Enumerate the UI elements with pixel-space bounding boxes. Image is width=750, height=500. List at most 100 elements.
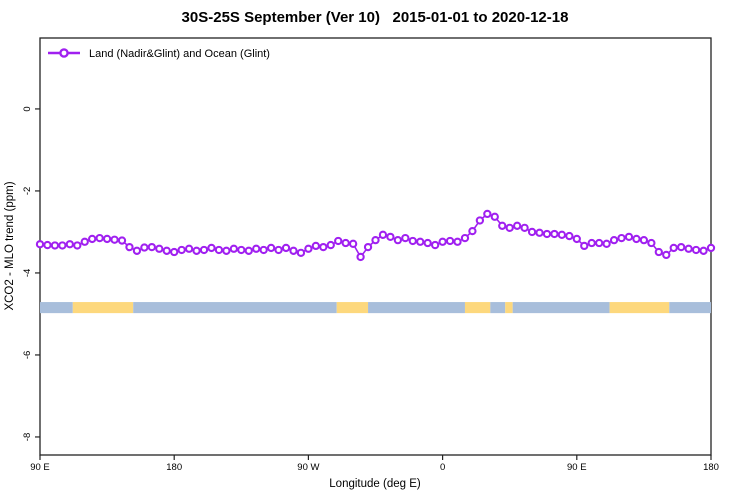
data-point (274, 245, 283, 255)
data-point (684, 244, 693, 253)
y-tick-label: -6 (22, 351, 33, 359)
x-axis-label: Longitude (deg E) (329, 478, 421, 490)
data-series (35, 209, 716, 262)
data-point (527, 227, 537, 237)
data-point (416, 237, 425, 246)
x-tick-label: 0 (440, 462, 445, 473)
data-point (647, 238, 656, 248)
data-point (73, 241, 82, 250)
data-point (386, 232, 395, 242)
data-point (304, 244, 313, 253)
band-segment-land (336, 302, 369, 314)
data-point (706, 243, 716, 253)
data-point (408, 236, 417, 246)
data-point (542, 229, 552, 239)
data-point (162, 246, 171, 255)
band-segment-ocean (368, 302, 465, 314)
data-point (147, 242, 156, 252)
data-point (132, 246, 142, 255)
axis-ticks: 90 E 180 90 W 0 90 E 180 0 -2 -4 -6 -8 (22, 106, 719, 473)
y-axis-label: XCO2 - MLO trend (ppm) (4, 181, 16, 310)
data-point (184, 244, 194, 253)
x-tick-label: 180 (703, 462, 719, 473)
data-point (65, 240, 74, 249)
data-point (348, 239, 358, 248)
data-point (80, 237, 89, 246)
data-point (460, 233, 470, 243)
data-point (199, 245, 209, 255)
band-segment-ocean (40, 302, 73, 314)
data-point (423, 238, 432, 248)
data-point (244, 246, 253, 255)
data-point (356, 252, 365, 262)
y-tick-label: 0 (22, 106, 33, 111)
data-point (438, 237, 447, 246)
data-point (125, 242, 134, 252)
data-point (170, 247, 179, 257)
data-point (550, 229, 559, 239)
data-point (401, 233, 410, 243)
data-point (654, 247, 663, 257)
y-tick-label: -4 (22, 269, 33, 277)
data-point (222, 246, 231, 255)
band-segment-land (72, 302, 134, 314)
data-point (662, 250, 671, 260)
data-point (632, 234, 641, 244)
data-point (229, 244, 238, 253)
data-point (624, 232, 634, 242)
data-point (58, 241, 67, 250)
data-point (192, 246, 201, 255)
data-point (207, 243, 216, 253)
data-point (475, 216, 485, 225)
data-point (580, 241, 589, 251)
data-point (95, 233, 104, 243)
data-point (296, 248, 306, 258)
y-tick-label: -8 (22, 433, 33, 441)
data-point (520, 223, 529, 232)
data-point (252, 244, 261, 253)
data-point (102, 234, 112, 244)
data-point (639, 235, 649, 245)
data-point (483, 209, 492, 219)
data-point (468, 226, 477, 236)
data-point (289, 246, 298, 255)
data-point (88, 234, 97, 244)
land-ocean-band (40, 302, 711, 314)
data-point (43, 240, 52, 250)
data-point (334, 236, 343, 246)
band-segment-land (464, 302, 491, 314)
data-point (363, 242, 373, 252)
band-segment-ocean (669, 302, 711, 314)
data-point (490, 212, 499, 221)
data-point (311, 241, 321, 251)
data-point (513, 221, 522, 230)
x-tick-label: 90 E (30, 462, 50, 473)
y-tick-label: -2 (22, 187, 33, 195)
data-point (617, 233, 626, 243)
data-point (453, 237, 462, 246)
legend: Land (Nadir&Glint) and Ocean (Glint) (48, 48, 270, 60)
data-point (557, 230, 567, 239)
data-point (140, 243, 149, 252)
data-point (110, 235, 119, 244)
data-point (699, 246, 708, 255)
data-point (535, 228, 544, 237)
band-segment-ocean (512, 302, 610, 314)
band-segment-ocean (490, 302, 506, 314)
data-point (259, 245, 268, 255)
data-point (35, 240, 45, 249)
data-point (319, 242, 328, 252)
data-point (595, 238, 604, 248)
data-point (50, 241, 60, 250)
data-point (378, 230, 388, 239)
legend-label: Land (Nadir&Glint) and Ocean (Glint) (89, 48, 270, 60)
data-point (565, 231, 574, 241)
band-segment-land (609, 302, 670, 314)
data-point (393, 235, 403, 245)
data-point (572, 234, 581, 244)
data-point (587, 238, 596, 248)
data-point (371, 235, 380, 245)
data-point (691, 245, 701, 255)
